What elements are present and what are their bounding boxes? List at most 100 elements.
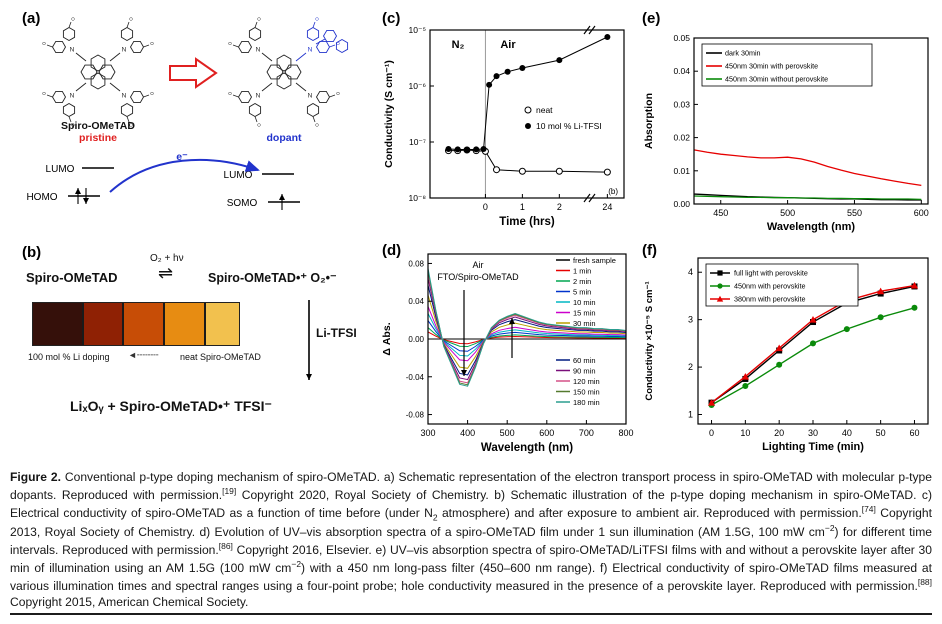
- svg-text:O: O: [42, 91, 46, 96]
- svg-text:380nm with perovskite: 380nm with perovskite: [734, 295, 806, 304]
- svg-text:Conductivity (S cm⁻¹): Conductivity (S cm⁻¹): [383, 60, 395, 168]
- svg-text:Lighting Time (min): Lighting Time (min): [762, 441, 864, 453]
- svg-text:FTO/Spiro-OMeTAD: FTO/Spiro-OMeTAD: [437, 272, 519, 282]
- svg-text:60: 60: [909, 428, 919, 438]
- svg-text:Time (hrs): Time (hrs): [499, 216, 555, 228]
- svg-text:O: O: [129, 17, 133, 22]
- panel-a: (a) N O O N O O N O O N O O N O O N O O N O O N O O Spiro-OMeTA…: [12, 6, 376, 238]
- svg-text:450: 450: [713, 208, 728, 218]
- svg-text:2: 2: [688, 362, 693, 372]
- svg-text:10: 10: [740, 428, 750, 438]
- svg-text:3: 3: [688, 315, 693, 325]
- svg-text:120 min: 120 min: [573, 377, 600, 386]
- svg-text:30: 30: [808, 428, 818, 438]
- svg-text:180 min: 180 min: [573, 398, 600, 407]
- film-segment: [83, 303, 125, 345]
- svg-text:20: 20: [774, 428, 784, 438]
- svg-text:0.08: 0.08: [408, 259, 424, 268]
- svg-text:Absorption: Absorption: [643, 93, 655, 149]
- caption-run: 2: [432, 512, 438, 523]
- svg-text:10⁻⁸: 10⁻⁸: [408, 193, 426, 203]
- svg-text:N₂: N₂: [452, 39, 465, 51]
- svg-text:HOMO: HOMO: [26, 192, 57, 203]
- caption-run: ) with a 450 nm long-pass filter (450–60…: [10, 560, 932, 593]
- molecular-structures-drawing: N O O N O O N O O N O O N O O N O O N O O N O O: [42, 17, 349, 128]
- svg-text:O: O: [336, 41, 340, 46]
- panel-b: (b) Spiro-OMeTAD O₂ + hν ⇌ Spiro-OMeTAD•…: [12, 240, 376, 464]
- down-arrow-icon: [306, 300, 312, 380]
- svg-text:Air: Air: [500, 39, 516, 51]
- svg-text:5 min: 5 min: [573, 287, 591, 296]
- litfsi-arrow-label: Li-TFSI: [316, 326, 357, 340]
- svg-text:dark 30min: dark 30min: [725, 49, 761, 58]
- svg-text:O: O: [228, 91, 232, 96]
- svg-text:e⁻: e⁻: [176, 151, 188, 163]
- svg-text:2 min: 2 min: [573, 277, 591, 286]
- svg-text:400: 400: [460, 428, 475, 438]
- caption-run: −2: [291, 558, 302, 569]
- svg-text:Air: Air: [473, 260, 484, 270]
- bottom-rule: [10, 613, 932, 615]
- svg-text:0.01: 0.01: [673, 166, 690, 176]
- caption-run: [74]: [861, 503, 876, 514]
- svg-text:10 min: 10 min: [573, 298, 596, 307]
- doping-product-equation: LiₓOᵧ + Spiro-OMeTAD•⁺ TFSI⁻: [70, 398, 272, 414]
- reaction-condition-label: O₂ + hν: [150, 253, 184, 264]
- caption-run: [88]: [917, 576, 932, 587]
- svg-text:Δ Abs.: Δ Abs.: [381, 322, 393, 355]
- svg-text:450nm with perovskite: 450nm with perovskite: [734, 282, 806, 291]
- panel-b-label: (b): [22, 244, 42, 261]
- svg-text:150 min: 150 min: [573, 387, 600, 396]
- svg-text:O: O: [129, 123, 133, 128]
- svg-text:LUMO: LUMO: [224, 170, 253, 181]
- svg-text:500: 500: [780, 208, 795, 218]
- svg-text:0.05: 0.05: [673, 33, 690, 43]
- svg-text:0.04: 0.04: [408, 297, 424, 306]
- svg-text:60 min: 60 min: [573, 356, 596, 365]
- svg-text:Wavelength (nm): Wavelength (nm): [767, 221, 856, 233]
- caption-run: Copyright 2020, Royal Society of Chemist…: [10, 487, 932, 520]
- caption-run: ) for different time intervals. Reproduc…: [10, 525, 932, 558]
- caption-run: Figure 2.: [10, 470, 61, 484]
- film-label-left: 100 mol % Li doping: [28, 352, 110, 362]
- svg-text:LUMO: LUMO: [46, 164, 75, 175]
- svg-text:N: N: [308, 93, 313, 100]
- svg-text:O: O: [150, 41, 154, 46]
- svg-text:500: 500: [500, 428, 515, 438]
- svg-text:O: O: [336, 91, 340, 96]
- film-segment: [165, 303, 207, 345]
- svg-text:700: 700: [579, 428, 594, 438]
- svg-text:O: O: [71, 17, 75, 22]
- svg-text:O: O: [71, 123, 75, 128]
- svg-text:0.02: 0.02: [673, 133, 690, 143]
- svg-text:10⁻⁶: 10⁻⁶: [409, 81, 426, 91]
- svg-text:0: 0: [709, 428, 714, 438]
- svg-text:O: O: [150, 91, 154, 96]
- equilibrium-arrows-icon: ⇌: [158, 263, 174, 283]
- svg-text:O: O: [315, 17, 319, 22]
- svg-text:0.00: 0.00: [673, 199, 690, 209]
- svg-text:1: 1: [688, 410, 693, 420]
- svg-text:O: O: [228, 41, 232, 46]
- svg-text:O: O: [315, 123, 319, 128]
- panel-f-label: (f): [642, 242, 657, 259]
- svg-text:N: N: [256, 47, 261, 54]
- svg-text:0.00: 0.00: [408, 335, 424, 344]
- svg-text:600: 600: [914, 208, 929, 218]
- product-label: Spiro-OMeTAD•⁺ O₂•⁻: [208, 271, 337, 285]
- svg-text:O: O: [42, 41, 46, 46]
- svg-text:600: 600: [539, 428, 554, 438]
- svg-text:0.03: 0.03: [673, 99, 690, 109]
- svg-text:-0.08: -0.08: [406, 411, 425, 420]
- svg-text:2: 2: [557, 202, 562, 212]
- svg-text:450nm 30min with perovskite: 450nm 30min with perovskite: [725, 62, 818, 71]
- svg-text:800: 800: [618, 428, 633, 438]
- caption-run: −2: [824, 523, 835, 534]
- svg-text:10⁻⁵: 10⁻⁵: [409, 25, 426, 35]
- svg-text:450nm 30min without perovskite: 450nm 30min without perovskite: [725, 75, 828, 84]
- svg-text:-0.04: -0.04: [406, 373, 425, 382]
- svg-text:O: O: [257, 123, 261, 128]
- svg-text:10⁻⁷: 10⁻⁷: [409, 137, 426, 147]
- chart-c-conductivity-vs-time: 10⁻⁸ 10⁻⁷ 10⁻⁶ 10⁻⁵ 0 1 2 24 N₂ Air neat 10 mol % L…: [383, 25, 625, 228]
